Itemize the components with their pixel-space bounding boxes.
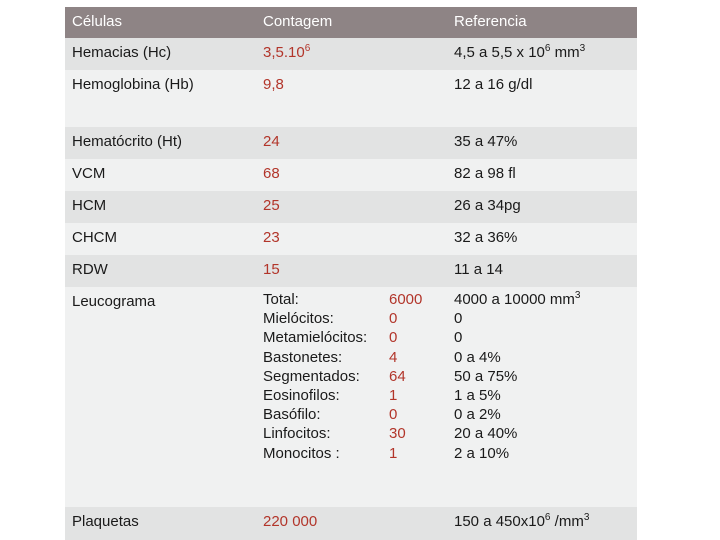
row-value: 24	[263, 133, 280, 150]
header-contagem: Contagem	[263, 13, 333, 30]
leucograma-reference: 20 a 40%	[454, 425, 518, 443]
row-reference: 11 a 14	[454, 261, 503, 278]
leucograma-value: 0	[389, 406, 398, 424]
row-value: 220 000	[263, 513, 318, 530]
table-row: RDW 15 11 a 14	[65, 255, 637, 287]
row-reference: 12 a 16 g/dl	[454, 76, 533, 93]
leucograma-references: 4000 a 10000 mm3 0 0 0 a 4% 50 a 75% 1 a…	[454, 290, 580, 463]
leucograma-label: Linfocitos:	[263, 425, 331, 443]
leucograma-value: 0	[389, 329, 398, 347]
table-row: VCM 68 82 a 98 fl	[65, 159, 637, 191]
leucograma-label: Total:	[263, 291, 299, 308]
leucograma-value: 0	[389, 310, 398, 328]
table-row: HCM 25 26 a 34pg	[65, 191, 637, 223]
leucograma-value: 1	[389, 444, 398, 462]
leucograma-reference: 0	[454, 310, 463, 328]
leucograma-value: 4	[389, 348, 398, 366]
row-value: 15	[263, 261, 280, 278]
row-reference: 82 a 98 fl	[454, 165, 516, 182]
leucograma-label: Eosinofilos:	[263, 387, 340, 405]
leucograma-labels: Total: Mielócitos: Metamielócitos: Basto…	[263, 290, 367, 463]
table-header: Células Contagem Referencia	[65, 7, 637, 38]
table-row: Hematócrito (Ht) 24 35 a 47%	[65, 127, 637, 159]
row-name: RDW	[72, 261, 108, 278]
row-name: Leucograma	[72, 293, 156, 310]
leucograma-label: Mielócitos:	[263, 310, 334, 328]
leucograma-value: 64	[389, 367, 406, 385]
leucograma-values: 6000 0 0 4 64 1 0 30 1	[389, 290, 422, 463]
leucograma-value: 6000	[389, 291, 423, 308]
table-row: Plaquetas 220 000 150 a 450x106 /mm3	[65, 507, 637, 540]
row-name: HCM	[72, 197, 107, 214]
leucograma-value: 30	[389, 425, 406, 443]
row-name: Hematócrito (Ht)	[72, 133, 183, 150]
row-name: Plaquetas	[72, 513, 139, 530]
leucograma-reference: 50 a 75%	[454, 367, 518, 385]
row-reference: 35 a 47%	[454, 133, 518, 150]
row-name: CHCM	[72, 229, 117, 246]
leucograma-reference: 1 a 5%	[454, 387, 501, 405]
leucograma-label: Monocitos :	[263, 444, 340, 462]
leucograma-label: Bastonetes:	[263, 348, 343, 366]
row-value: 25	[263, 197, 280, 214]
leucograma-value: 1	[389, 387, 398, 405]
leucograma-label: Basófilo:	[263, 406, 321, 424]
row-value: 68	[263, 165, 280, 182]
row-reference: 32 a 36%	[454, 229, 518, 246]
leucograma-row: Leucograma Total: Mielócitos: Metamielóc…	[65, 287, 637, 507]
row-name: Hemacias (Hc)	[72, 44, 172, 61]
leucograma-reference: 0	[454, 329, 463, 347]
row-name: VCM	[72, 165, 106, 182]
leucograma-reference: 2 a 10%	[454, 444, 510, 462]
row-value: 9,8	[263, 76, 284, 93]
row-reference: 26 a 34pg	[454, 197, 521, 214]
row-reference: 4,5 a 5,5 x 106 mm3	[454, 43, 586, 62]
table-row: Hemacias (Hc) 3,5.106 4,5 a 5,5 x 106 mm…	[65, 38, 637, 70]
header-celulas: Células	[72, 13, 123, 30]
row-value: 23	[263, 229, 280, 246]
leucograma-label: Segmentados:	[263, 367, 360, 385]
row-reference: 150 a 450x106 /mm3	[454, 512, 590, 531]
table-row: Hemoglobina (Hb) 9,8 12 a 16 g/dl	[65, 70, 637, 127]
row-name: Hemoglobina (Hb)	[72, 76, 194, 93]
leucograma-label: Metamielócitos:	[263, 329, 368, 347]
leucograma-reference: 4000 a 10000 mm3	[454, 290, 581, 309]
leucograma-reference: 0 a 4%	[454, 348, 501, 366]
header-referencia: Referencia	[454, 13, 527, 30]
table-row: CHCM 23 32 a 36%	[65, 223, 637, 255]
leucograma-reference: 0 a 2%	[454, 406, 501, 424]
row-value: 3,5.106	[263, 43, 311, 62]
